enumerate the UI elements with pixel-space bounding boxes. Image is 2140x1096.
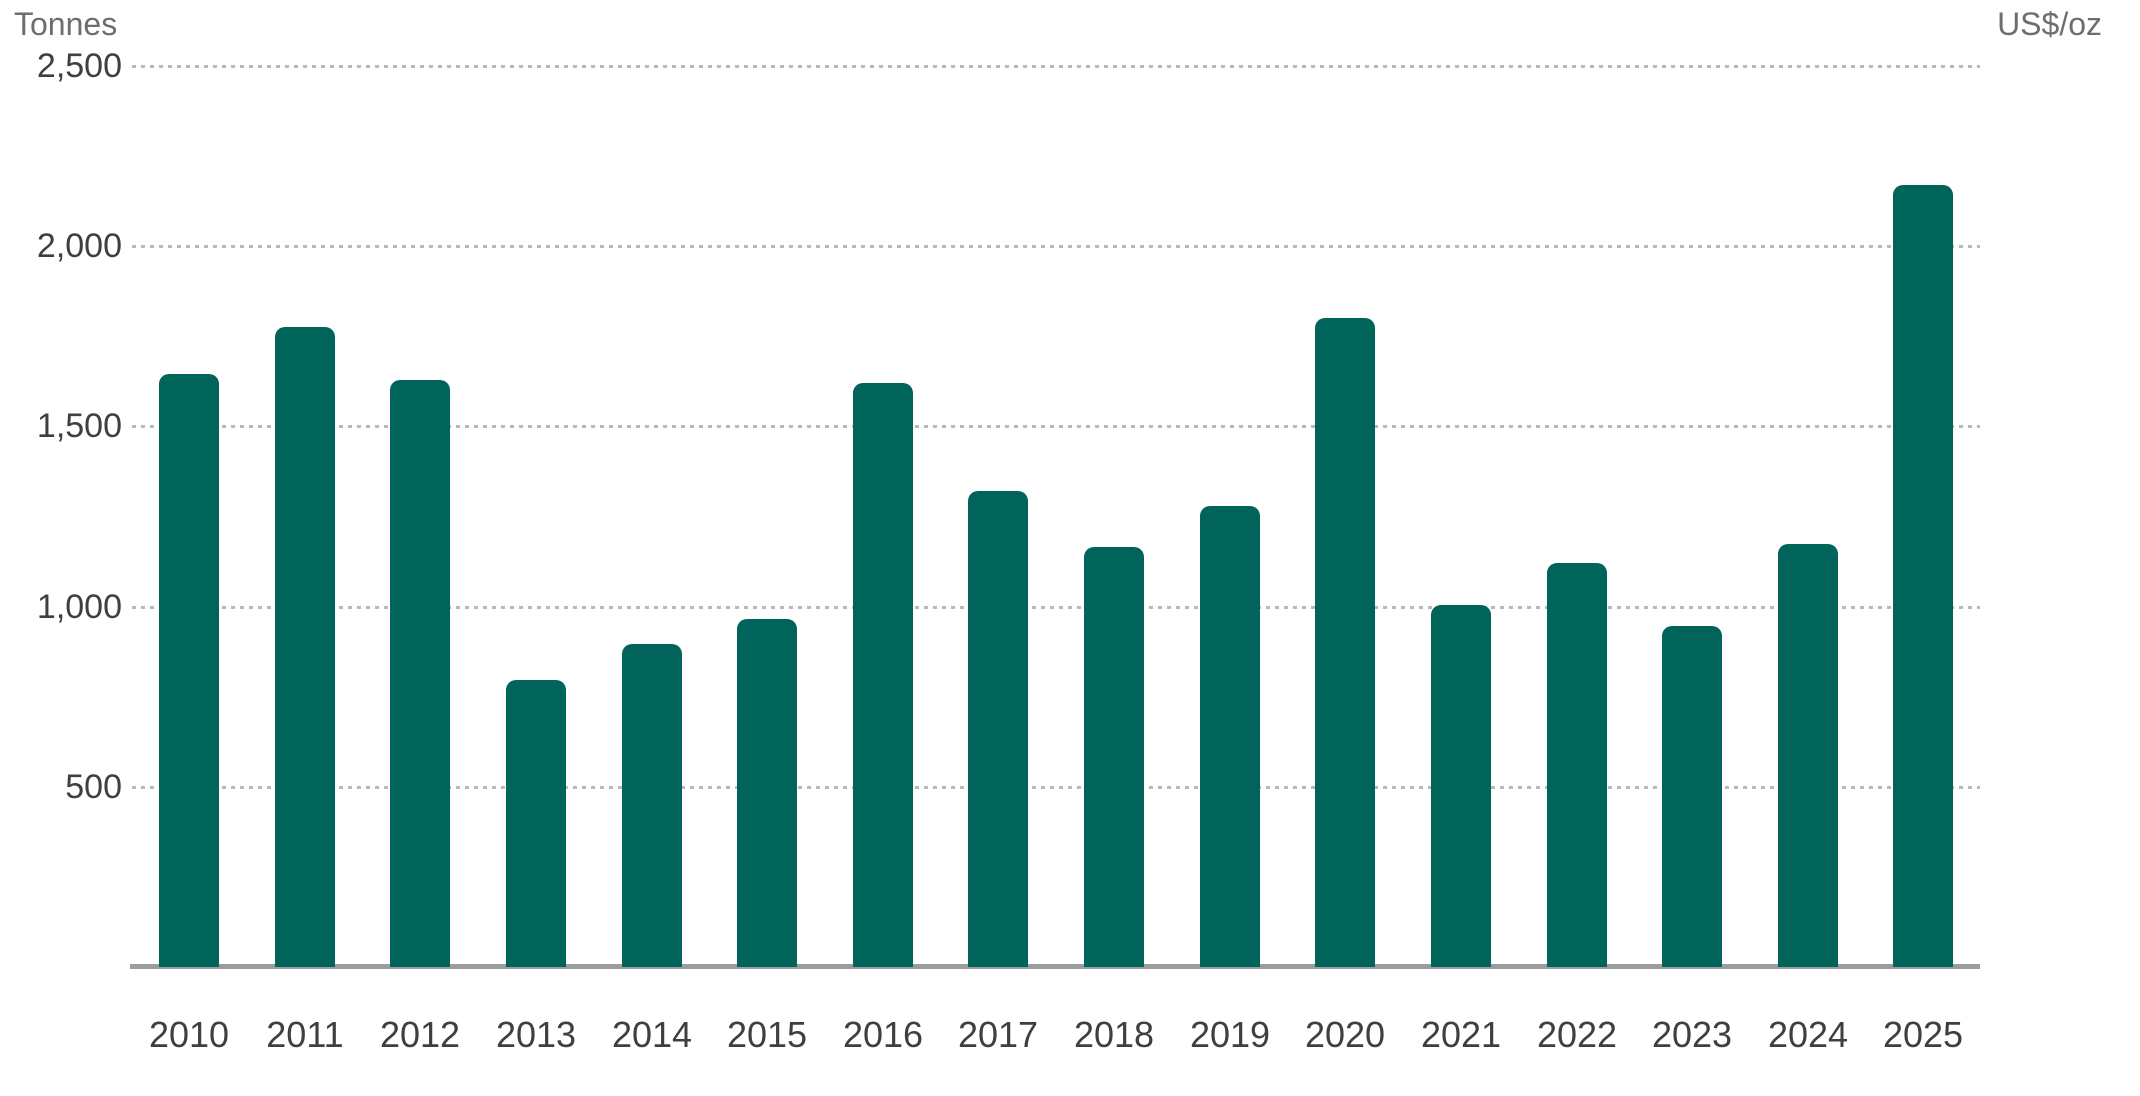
bar-2016 xyxy=(853,383,913,967)
left-axis-unit-label: Tonnes xyxy=(14,6,118,42)
x-axis-label-2012: 2012 xyxy=(379,1014,461,1055)
bar-2025 xyxy=(1893,185,1953,967)
bar-2012 xyxy=(390,380,450,967)
gridline-1000 xyxy=(132,606,1980,609)
x-axis-label-2013: 2013 xyxy=(495,1014,577,1055)
x-axis-label-2023: 2023 xyxy=(1651,1014,1733,1055)
y-axis-tick-500: 500 xyxy=(65,768,122,806)
x-axis-label-2020: 2020 xyxy=(1304,1014,1386,1055)
bar-2019 xyxy=(1200,506,1260,967)
bar-2015 xyxy=(737,619,797,967)
bar-2020 xyxy=(1315,318,1375,967)
gridline-2000 xyxy=(132,245,1980,248)
x-axis-label-2017: 2017 xyxy=(957,1014,1039,1055)
right-axis-unit-label: US$/oz xyxy=(1997,6,2102,42)
x-axis-line xyxy=(130,964,1980,969)
x-axis-label-2016: 2016 xyxy=(842,1014,924,1055)
bar-2011 xyxy=(275,327,335,967)
gridline-1500 xyxy=(132,425,1980,428)
x-axis-label-2024: 2024 xyxy=(1767,1014,1849,1055)
x-axis-label-2022: 2022 xyxy=(1536,1014,1618,1055)
bar-2018 xyxy=(1084,547,1144,967)
bar-2021 xyxy=(1431,605,1491,967)
x-axis-label-2015: 2015 xyxy=(726,1014,808,1055)
bar-2017 xyxy=(968,491,1028,967)
y-axis-tick-1000: 1,000 xyxy=(36,588,122,626)
x-axis-label-2021: 2021 xyxy=(1420,1014,1502,1055)
x-axis-label-2018: 2018 xyxy=(1073,1014,1155,1055)
x-axis-label-2011: 2011 xyxy=(266,1014,344,1055)
gridline-2500 xyxy=(132,65,1980,68)
bar-2013 xyxy=(506,680,566,967)
x-axis-label-2025: 2025 xyxy=(1882,1014,1964,1055)
x-axis-label-2014: 2014 xyxy=(611,1014,693,1055)
bar-2023 xyxy=(1662,626,1722,967)
x-axis-label-2010: 2010 xyxy=(148,1014,230,1055)
bar-2010 xyxy=(159,374,219,967)
bar-2024 xyxy=(1778,544,1838,967)
gridline-500 xyxy=(132,786,1980,789)
bar-2014 xyxy=(622,644,682,967)
x-axis-label-2019: 2019 xyxy=(1189,1014,1271,1055)
bar-2022 xyxy=(1547,563,1607,967)
y-axis-tick-2500: 2,500 xyxy=(36,47,122,85)
y-axis-tick-1500: 1,500 xyxy=(36,407,122,445)
y-axis-tick-2000: 2,000 xyxy=(36,227,122,265)
